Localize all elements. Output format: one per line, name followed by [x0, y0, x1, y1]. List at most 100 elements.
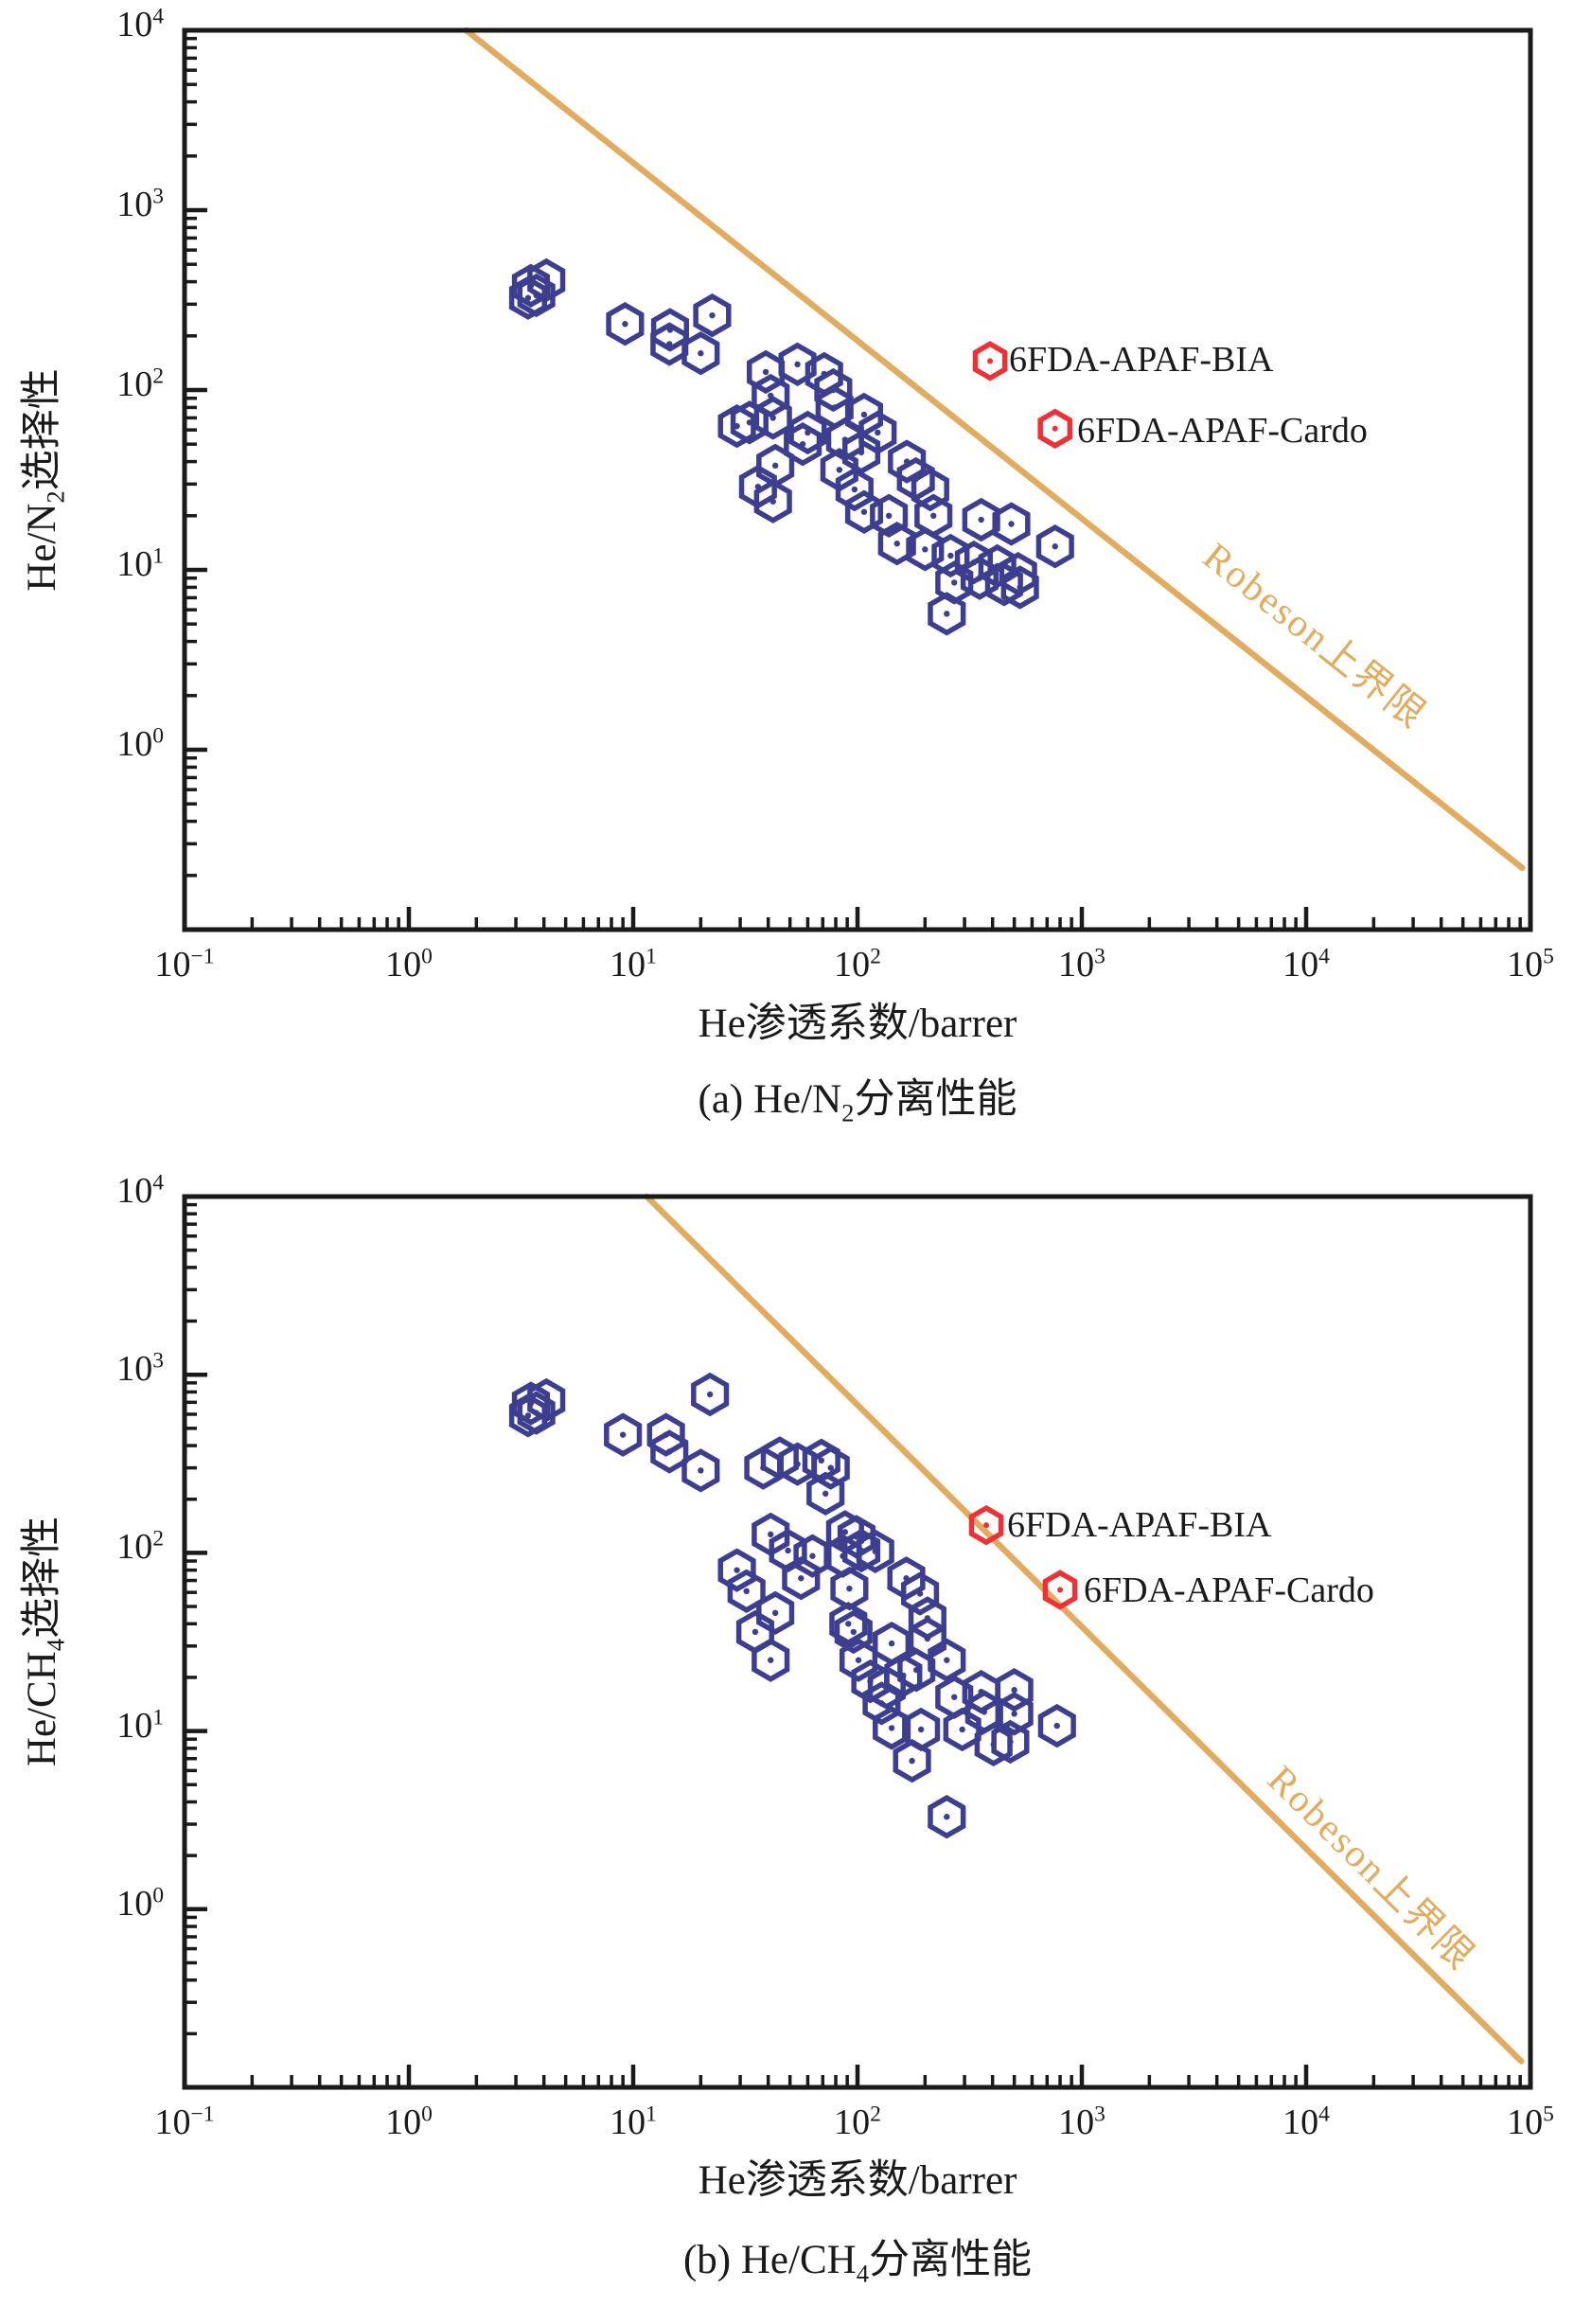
highlight-label-cardo-panel-b: 6FDA-APAF-Cardo: [1084, 1570, 1374, 1610]
data-point-hexagon: [784, 422, 822, 467]
data-point-center-dot: [888, 1640, 895, 1647]
data-point-hexagon: [511, 263, 551, 309]
data-point-hexagon: [650, 308, 690, 352]
data-point-center-dot: [944, 1657, 950, 1663]
caption-a-post: 分离性能: [854, 1077, 1017, 1122]
data-point-hexagon: [778, 342, 817, 387]
data-point-center-dot: [944, 611, 950, 617]
data-point-center-dot: [976, 575, 983, 581]
data-point-center-dot: [734, 422, 740, 430]
highlight-point-center-dot: [1052, 425, 1058, 432]
data-point-center-dot: [698, 350, 704, 357]
data-point-center-dot: [893, 541, 900, 547]
data-point-center-dot: [822, 1490, 829, 1498]
data-point-hexagon: [646, 1412, 685, 1457]
y-tick-label: 101: [116, 1704, 164, 1746]
data-point-hexagon: [887, 1556, 926, 1601]
data-point-hexagon: [753, 479, 792, 523]
data-point-center-dot: [855, 1657, 862, 1663]
data-point-center-dot: [850, 1628, 857, 1636]
data-point-center-dot: [619, 1431, 627, 1438]
data-point-hexagon: [974, 1722, 1013, 1767]
data-point-center-dot: [827, 1464, 834, 1471]
data-point-center-dot: [734, 1567, 740, 1573]
y-tick-label: 100: [116, 1883, 164, 1924]
data-point-hexagon: [752, 373, 790, 418]
y-tick-label: 102: [116, 364, 164, 404]
data-point-center-dot: [836, 467, 843, 473]
data-point-center-dot: [951, 1694, 958, 1700]
data-point-center-dot: [762, 368, 769, 376]
data-point-center-dot: [524, 294, 532, 301]
highlight-label-bia-panel-a: 6FDA-APAF-BIA: [1009, 340, 1274, 380]
data-point-hexagon: [839, 1638, 878, 1682]
data-point-center-dot: [930, 512, 937, 520]
data-point-center-dot: [752, 1628, 759, 1636]
data-point-center-dot: [709, 311, 716, 319]
data-point-center-dot: [917, 1726, 925, 1733]
data-point-hexagon: [681, 1448, 720, 1493]
y-tick-label: 102: [116, 1526, 164, 1568]
data-point-hexagon: [862, 1681, 901, 1726]
data-point-center-dot: [944, 1814, 950, 1820]
data-point-hexagon: [508, 1393, 548, 1438]
y-title-b-sub: 4: [41, 1638, 70, 1652]
data-point-center-dot: [922, 546, 928, 553]
caption-a-pre: (a) He/N: [698, 1077, 842, 1122]
data-point-hexagon: [911, 467, 949, 512]
y-tick-label: 104: [116, 1170, 164, 1211]
data-point-hexagon: [928, 1638, 966, 1682]
x-tick-label: 10−1: [154, 944, 215, 985]
x-axis-title-panel-b: He渗透系数/barrer: [698, 2158, 1017, 2203]
data-point-hexagon: [778, 1442, 817, 1486]
data-point-center-dot: [771, 1609, 779, 1617]
data-point-center-dot: [900, 1672, 907, 1679]
data-point-center-dot: [1008, 521, 1015, 527]
data-point-center-dot: [533, 1410, 539, 1416]
x-tick-label: 104: [1282, 2102, 1330, 2142]
data-point-hexagon: [806, 1471, 845, 1517]
data-point-hexagon: [511, 1381, 551, 1426]
data-point-hexagon: [834, 1609, 873, 1655]
data-point-hexagon: [650, 1429, 689, 1474]
data-point-hexagon: [753, 396, 792, 440]
highlight-point-center-dot: [983, 1522, 990, 1529]
data-point-hexagon: [681, 331, 720, 376]
data-point-hexagon: [856, 1529, 894, 1573]
data-point-hexagon: [877, 522, 916, 566]
data-point-center-dot: [924, 1635, 931, 1642]
data-point-hexagon: [756, 1590, 795, 1636]
data-point-center-dot: [951, 579, 958, 586]
data-point-hexagon: [517, 273, 556, 318]
data-point-center-dot: [978, 516, 984, 523]
data-point-hexagon: [650, 322, 689, 366]
data-point-hexagon: [1000, 565, 1039, 610]
data-point-hexagon: [811, 1446, 850, 1490]
data-point-center-dot: [785, 1547, 791, 1554]
caption-panel-a: (a) He/N2分离性能: [432, 1066, 1283, 1126]
data-point-center-dot: [1052, 543, 1058, 550]
y-tick-label: 103: [116, 1348, 164, 1390]
highlight-point-hexagon: [1037, 408, 1073, 449]
data-point-center-dot: [809, 1552, 816, 1559]
data-point-center-dot: [888, 1725, 895, 1731]
data-point-hexagon: [991, 1719, 1030, 1765]
data-point-hexagon: [884, 1653, 923, 1698]
data-point-hexagon: [717, 403, 756, 449]
data-point-hexagon: [900, 1571, 940, 1616]
x-tick-label: 100: [385, 944, 433, 985]
data-point-hexagon: [835, 467, 874, 512]
data-point-center-dot: [768, 1531, 774, 1538]
data-point-hexagon: [1035, 524, 1074, 569]
highlight-label-bia-panel-b: 6FDA-APAF-BIA: [1007, 1505, 1272, 1545]
data-point-center-dot: [799, 440, 806, 448]
data-point-hexagon: [606, 302, 645, 346]
panel-a: [182, 27, 1533, 932]
data-point-center-dot: [1011, 1711, 1017, 1717]
data-point-hexagon: [508, 275, 548, 320]
data-point-hexagon: [829, 1602, 868, 1646]
data-point-center-dot: [845, 1621, 852, 1627]
data-point-center-dot: [794, 361, 801, 368]
robeson-upper-bound-line: [463, 27, 1526, 872]
